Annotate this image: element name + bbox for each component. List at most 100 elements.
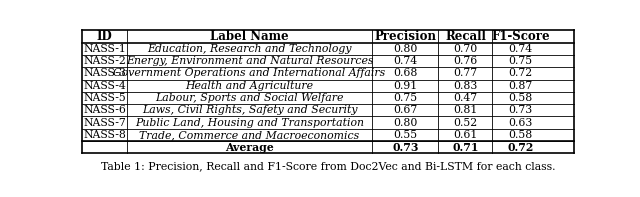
Text: Precision: Precision: [374, 30, 436, 43]
Text: 0.47: 0.47: [453, 93, 477, 103]
Bar: [372, 92, 438, 104]
Text: NASS-4: NASS-4: [83, 81, 126, 91]
Text: 0.80: 0.80: [393, 118, 417, 128]
Bar: [127, 55, 372, 67]
Bar: [127, 129, 372, 141]
Text: NASS-5: NASS-5: [83, 93, 126, 103]
Bar: [372, 31, 438, 43]
Bar: [83, 104, 127, 116]
Text: NASS-2: NASS-2: [83, 56, 126, 66]
Bar: [493, 67, 549, 80]
Bar: [438, 104, 493, 116]
Bar: [83, 55, 127, 67]
Text: 0.67: 0.67: [393, 105, 417, 115]
Text: 0.75: 0.75: [509, 56, 532, 66]
Bar: [372, 67, 438, 80]
Bar: [438, 116, 493, 129]
Bar: [127, 92, 372, 104]
Text: 0.58: 0.58: [509, 130, 533, 140]
Bar: [372, 116, 438, 129]
Text: Public Land, Housing and Transportation: Public Land, Housing and Transportation: [135, 118, 364, 128]
Bar: [127, 116, 372, 129]
Bar: [372, 43, 438, 55]
Text: Average: Average: [225, 142, 274, 153]
Text: 0.75: 0.75: [393, 93, 417, 103]
Text: Energy, Environment and Natural Resources: Energy, Environment and Natural Resource…: [125, 56, 373, 66]
Text: 0.61: 0.61: [453, 130, 477, 140]
Text: NASS-1: NASS-1: [83, 44, 126, 54]
Bar: [493, 80, 549, 92]
Bar: [127, 67, 372, 80]
Text: Table 1: Precision, Recall and F1-Score from Doc2Vec and Bi-LSTM for each class.: Table 1: Precision, Recall and F1-Score …: [100, 161, 556, 171]
Text: 0.72: 0.72: [509, 69, 533, 78]
Bar: [83, 31, 127, 43]
Bar: [127, 104, 372, 116]
Bar: [493, 31, 549, 43]
Text: Education, Research and Technology: Education, Research and Technology: [147, 44, 352, 54]
Bar: [127, 31, 372, 43]
Bar: [83, 141, 127, 153]
Bar: [83, 43, 127, 55]
Bar: [127, 43, 372, 55]
Bar: [493, 43, 549, 55]
Bar: [438, 31, 493, 43]
Bar: [127, 80, 372, 92]
Text: 0.73: 0.73: [392, 142, 419, 153]
Bar: [493, 92, 549, 104]
Text: Laws, Civil Rights, Safety and Security: Laws, Civil Rights, Safety and Security: [141, 105, 357, 115]
Bar: [372, 104, 438, 116]
Text: 0.83: 0.83: [453, 81, 477, 91]
Bar: [372, 80, 438, 92]
Bar: [493, 141, 549, 153]
Text: 0.63: 0.63: [509, 118, 533, 128]
Bar: [438, 129, 493, 141]
Text: 0.87: 0.87: [509, 81, 533, 91]
Text: 0.77: 0.77: [453, 69, 477, 78]
Text: 0.70: 0.70: [453, 44, 477, 54]
Text: 0.73: 0.73: [509, 105, 533, 115]
Text: 0.52: 0.52: [453, 118, 477, 128]
Text: 0.72: 0.72: [508, 142, 534, 153]
Text: NASS-3: NASS-3: [83, 69, 126, 78]
Text: Recall: Recall: [445, 30, 486, 43]
Text: Trade, Commerce and Macroeconomics: Trade, Commerce and Macroeconomics: [140, 130, 360, 140]
Bar: [372, 129, 438, 141]
Text: 0.76: 0.76: [453, 56, 477, 66]
Bar: [438, 43, 493, 55]
Text: Label Name: Label Name: [210, 30, 289, 43]
Text: 0.74: 0.74: [509, 44, 532, 54]
Text: 0.68: 0.68: [393, 69, 417, 78]
Bar: [438, 67, 493, 80]
Text: 0.58: 0.58: [509, 93, 533, 103]
Bar: [83, 116, 127, 129]
Bar: [438, 55, 493, 67]
Bar: [83, 67, 127, 80]
Text: 0.55: 0.55: [393, 130, 417, 140]
Bar: [372, 141, 438, 153]
Text: Government Operations and International Affairs: Government Operations and International …: [113, 69, 385, 78]
Text: ID: ID: [97, 30, 113, 43]
Text: 0.74: 0.74: [393, 56, 417, 66]
Bar: [438, 92, 493, 104]
Text: NASS-7: NASS-7: [83, 118, 126, 128]
Text: 0.80: 0.80: [393, 44, 417, 54]
Text: 0.71: 0.71: [452, 142, 479, 153]
Text: Health and Agriculture: Health and Agriculture: [186, 81, 314, 91]
Text: 0.81: 0.81: [453, 105, 477, 115]
Bar: [438, 80, 493, 92]
Text: NASS-8: NASS-8: [83, 130, 126, 140]
Bar: [83, 129, 127, 141]
Text: NASS-6: NASS-6: [83, 105, 126, 115]
Bar: [493, 129, 549, 141]
Text: F1-Score: F1-Score: [492, 30, 550, 43]
Bar: [83, 80, 127, 92]
Text: Labour, Sports and Social Welfare: Labour, Sports and Social Welfare: [156, 93, 344, 103]
Bar: [493, 55, 549, 67]
Bar: [438, 141, 493, 153]
Bar: [493, 116, 549, 129]
Bar: [127, 141, 372, 153]
Bar: [493, 104, 549, 116]
Bar: [372, 55, 438, 67]
Text: 0.91: 0.91: [393, 81, 417, 91]
Bar: [83, 92, 127, 104]
